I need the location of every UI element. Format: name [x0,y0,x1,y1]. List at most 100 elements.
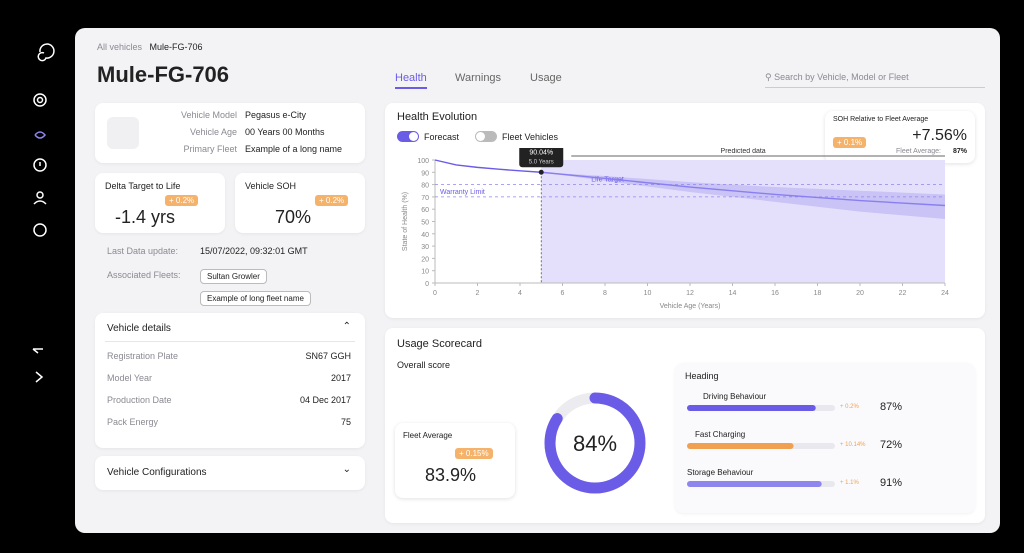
x-tick-label: 22 [899,290,907,297]
heading-title: Heading [685,371,719,381]
nav-icon[interactable] [33,158,47,172]
row-name: Storage Behaviour [687,468,754,477]
vehicle-config-card[interactable]: Vehicle Configurations ⌄ [95,456,365,490]
breadcrumb: All vehicles Mule-FG-706 [97,42,203,52]
detail-value: 04 Dec 2017 [299,395,351,405]
toggle-label: Fleet Vehicles [502,131,559,142]
health-line [434,159,542,173]
expand-icon[interactable] [35,371,44,383]
detail-value: SN67 GGH [305,351,351,361]
update-label: Last Data update: [107,246,179,256]
y-tick-label: 50 [421,220,429,227]
x-tick-label: 14 [729,290,737,297]
kpi-badge: + 0.2% [315,195,349,206]
soh-relative-card: SOH Relative to Fleet Average + 0.1% +7.… [825,111,975,163]
nav-icon[interactable] [33,93,47,107]
tab[interactable]: Warnings [455,72,502,84]
collapse-chevron[interactable]: ⌃ [342,321,351,332]
info-label: Vehicle Model [180,110,237,120]
x-axis-title: Vehicle Age (Years) [660,303,721,310]
vehicle-title: Mule-FG-706 [97,62,230,87]
kpi-badge: + 0.15% [455,448,493,459]
row-value: 87% [880,401,902,413]
tab[interactable]: Usage [530,72,562,84]
row-value: 72% [880,439,902,451]
x-tick-label: 8 [603,290,607,297]
health-card: Health Evolution Forecast Fleet Vehicles… [385,103,985,318]
x-tick-label: 6 [561,290,565,297]
donut-arc [544,392,646,494]
predicted-label: Predicted data [721,148,766,155]
y-tick-label: 90 [421,170,429,177]
y-tick-label: 60 [421,207,429,214]
x-tick-label: 12 [686,290,694,297]
overall-label: Overall score [397,360,451,370]
bar [687,481,822,487]
soh-relative-title: SOH Relative to Fleet Average [833,116,929,123]
tab[interactable]: Health [395,72,427,89]
detail-value: 2017 [330,373,351,383]
search-box[interactable]: ⚲ Search by Vehicle, Model or Fleet [765,72,985,88]
donut-label: 84% [573,431,617,456]
kpi-value: -1.4 yrs [115,207,176,227]
nav-icon[interactable] [33,223,47,237]
detail-value: 75 [340,417,351,427]
kpi-value: 83.9% [425,465,477,485]
y-tick-label: 10 [421,269,429,276]
nav-icon[interactable] [36,191,44,199]
toggle[interactable]: Fleet Vehicles [475,131,558,142]
kpi-label: Fleet Average [403,431,453,440]
row-name: Driving Behaviour [703,392,766,401]
kpi-value: +7.56% [912,127,967,144]
breadcrumb-link[interactable]: All vehicles [97,42,143,52]
fleet-avg-label: Fleet Average: [895,148,941,155]
usage-card: Usage Scorecard Overall score Fleet Aver… [385,328,985,523]
x-tick-label: 0 [433,290,437,297]
x-tick-label: 16 [771,290,779,297]
fleet-chip[interactable]: Sultan Growler [200,269,267,284]
toggle-label: Forecast [424,131,460,142]
tooltip-box [519,148,564,168]
score-bars: Driving Behaviour + 0.2% 87% Fast Charging +… [687,392,902,489]
card-title: Usage Scorecard [397,338,482,350]
update-value: 15/07/2022, 09:32:01 GMT [200,246,308,256]
x-tick-label: 2 [476,290,480,297]
fleet-average-card: Fleet Average + 0.15% 83.9% [395,423,515,498]
collapse-icon[interactable] [32,348,43,354]
x-tick-label: 24 [941,290,949,297]
x-tick-label: 4 [518,290,522,297]
delta-target-card: Delta Target to Life + 0.2% -1.4 yrs [95,173,225,233]
detail-label: Production Date [107,395,172,405]
forecast-band [860,190,945,220]
switch[interactable] [475,131,497,142]
kpi-label: Delta Target to Life [105,181,181,191]
row-name: Fast Charging [695,430,745,439]
fleet-chip[interactable]: Example of long fleet name [200,291,311,306]
overall-donut: 84% [544,392,646,494]
tooltip-value: 90.04% [529,149,553,156]
x-tick-label: 10 [644,290,652,297]
y-tick-label: 0 [425,281,429,288]
forecast-band [775,187,860,212]
detail-label: Model Year [107,373,153,383]
x-tick-label: 20 [856,290,864,297]
bar [687,405,816,411]
y-tick-label: 80 [421,183,429,190]
vehicle-icon [107,117,139,149]
y-tick-label: 20 [421,256,429,263]
info-value: Pegasus e-City [245,110,307,120]
expand-chevron[interactable]: ⌄ [342,464,351,475]
heading-card: Heading Driving Behaviour + 0.2% 87% Fast C… [675,363,975,513]
toggle[interactable]: Forecast [397,131,459,142]
y-tick-label: 100 [417,158,429,165]
breadcrumb-current: Mule-FG-706 [149,42,203,52]
row-badge: + 10.14% [840,442,866,448]
fleet-chips: Sultan Growler Example of long fleet nam… [200,266,360,306]
tooltip-x: 5.0 Years [529,159,554,165]
detail-label: Registration Plate [107,351,179,361]
kpi-badge: + 0.1% [833,137,867,148]
nav-icon[interactable] [34,131,46,139]
switch[interactable] [397,131,419,142]
tooltip-point [538,169,544,175]
